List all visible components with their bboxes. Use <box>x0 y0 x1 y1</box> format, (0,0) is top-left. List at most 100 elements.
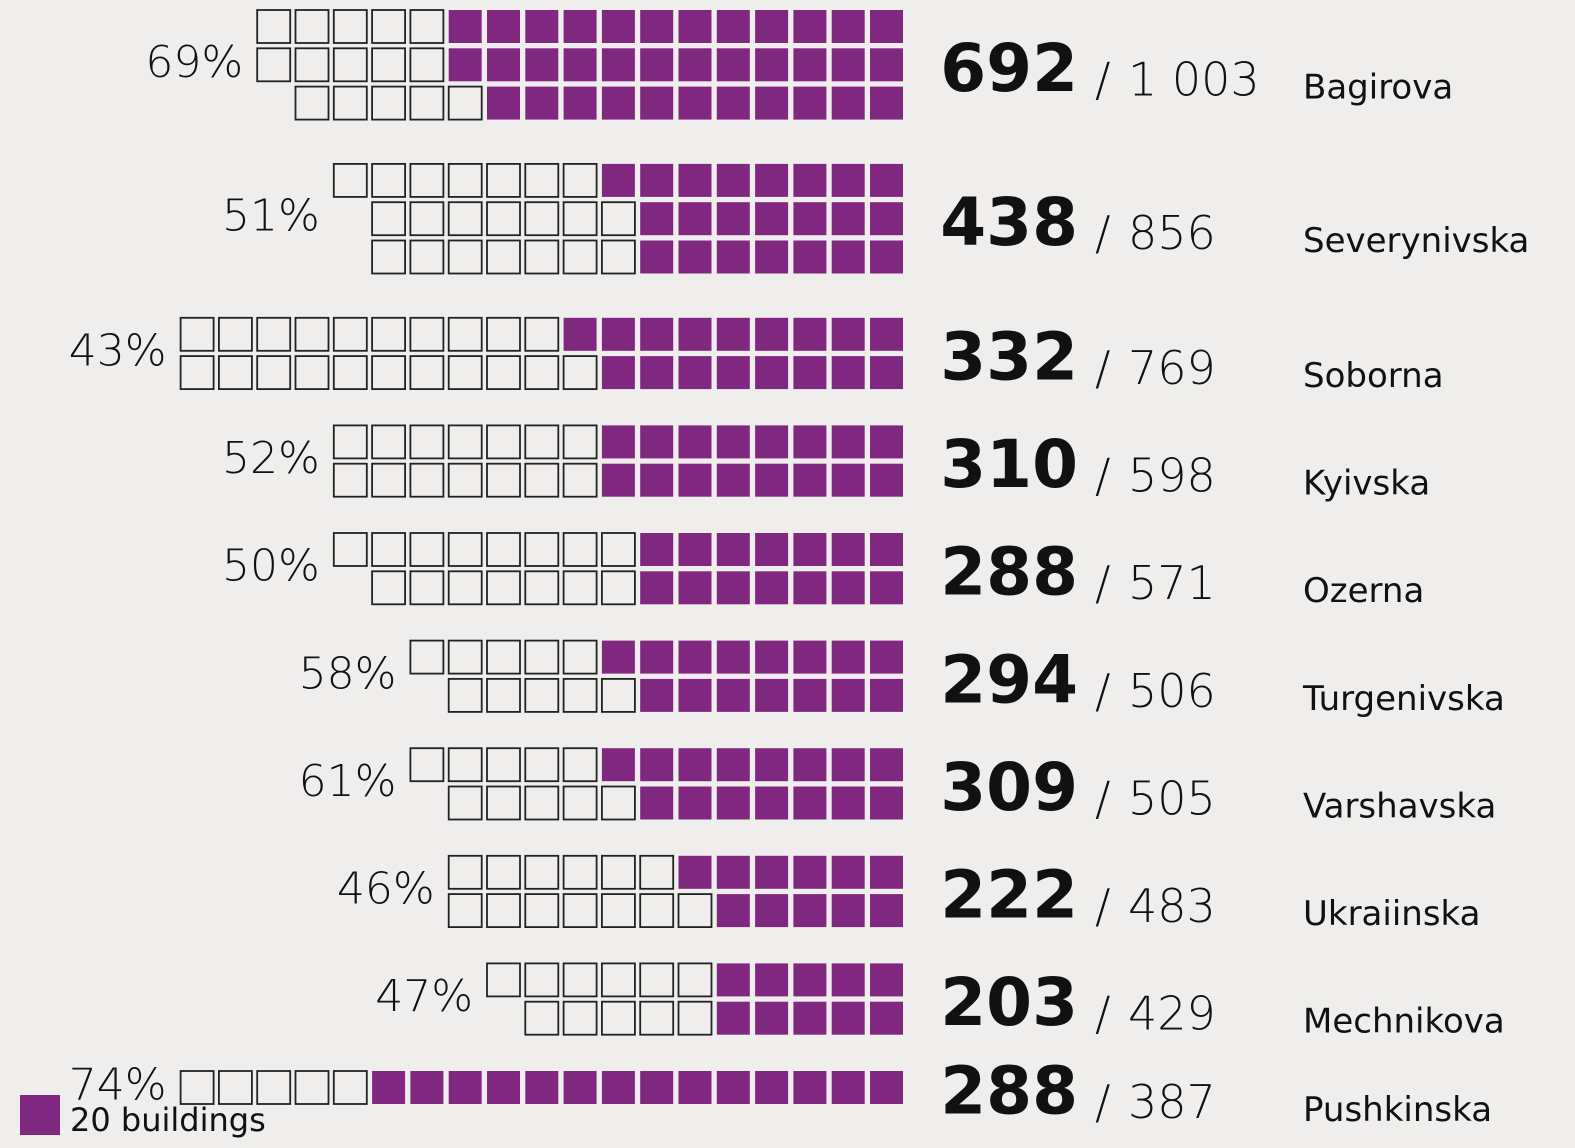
filled-square <box>716 48 750 82</box>
empty-square <box>447 532 483 567</box>
empty-square <box>409 424 445 460</box>
percent-label: 74% <box>69 1060 167 1111</box>
empty-square <box>447 85 483 121</box>
filled-square <box>487 48 520 82</box>
empty-square <box>601 893 636 928</box>
empty-square <box>601 785 636 821</box>
empty-square <box>486 316 521 352</box>
filled-square <box>793 533 827 566</box>
filled-square <box>601 86 635 120</box>
filled-square <box>716 356 750 390</box>
filled-square <box>487 10 520 43</box>
filled-square <box>870 855 903 889</box>
empty-square <box>409 639 445 675</box>
empty-square <box>332 424 368 460</box>
empty-square <box>409 532 445 567</box>
empty-square <box>447 239 483 275</box>
filled-square <box>793 317 827 351</box>
filled-square <box>870 463 903 497</box>
filled-square <box>831 533 865 566</box>
filled-square <box>870 963 903 997</box>
filled-square <box>640 786 674 820</box>
filled-square <box>793 163 827 197</box>
total-label: 598 <box>1128 449 1216 503</box>
total-label: 1 003 <box>1128 52 1260 106</box>
empty-square <box>601 570 636 606</box>
empty-square <box>486 639 521 675</box>
row-name: Pushkinska <box>1303 1090 1492 1130</box>
filled-square <box>716 240 750 274</box>
filled-square <box>755 786 789 820</box>
value-label: 692 <box>940 30 1078 107</box>
filled-square <box>678 202 712 236</box>
filled-square <box>716 786 750 820</box>
filled-square <box>755 10 789 43</box>
filled-square <box>640 640 674 674</box>
empty-square <box>524 747 560 783</box>
filled-square <box>755 571 789 605</box>
filled-square <box>870 678 903 712</box>
filled-square <box>831 10 865 43</box>
empty-square <box>639 962 675 998</box>
empty-square <box>409 47 445 83</box>
filled-square <box>870 894 903 928</box>
filled-square <box>640 48 674 82</box>
filled-square <box>870 163 903 197</box>
filled-square <box>601 10 635 43</box>
empty-square <box>409 747 445 783</box>
empty-square <box>562 893 598 928</box>
empty-square <box>562 785 598 821</box>
filled-square <box>831 786 865 820</box>
total-label: 769 <box>1128 341 1216 395</box>
empty-square <box>524 570 560 606</box>
empty-square <box>524 1000 560 1036</box>
percent-label: 61% <box>299 756 397 807</box>
empty-square <box>371 424 407 460</box>
filled-square <box>793 640 827 674</box>
filled-square <box>640 748 674 782</box>
filled-square <box>640 571 674 605</box>
filled-square <box>831 463 865 497</box>
filled-square <box>870 1001 903 1035</box>
empty-square <box>179 1070 215 1105</box>
filled-square <box>870 10 903 43</box>
filled-square <box>755 748 789 782</box>
filled-square <box>563 10 597 43</box>
filled-square <box>716 86 750 120</box>
filled-square <box>487 1071 520 1104</box>
empty-square <box>562 162 598 198</box>
filled-square <box>755 163 789 197</box>
empty-square <box>447 316 483 352</box>
empty-square <box>371 47 407 83</box>
filled-square <box>793 571 827 605</box>
empty-square <box>294 1070 330 1105</box>
filled-square <box>678 463 712 497</box>
filled-square <box>716 748 750 782</box>
empty-square <box>486 747 521 783</box>
empty-square <box>294 9 330 44</box>
empty-square <box>371 570 407 606</box>
filled-square <box>640 533 674 566</box>
filled-square <box>601 163 635 197</box>
empty-square <box>486 893 521 928</box>
filled-square <box>793 786 827 820</box>
filled-square <box>678 10 712 43</box>
filled-square <box>716 463 750 497</box>
filled-square <box>793 463 827 497</box>
filled-square <box>678 356 712 390</box>
empty-square <box>256 355 292 391</box>
percent-label: 69% <box>145 37 243 88</box>
filled-square <box>831 748 865 782</box>
empty-square <box>486 532 521 567</box>
empty-square <box>639 1000 675 1036</box>
filled-square <box>601 356 635 390</box>
filled-square <box>870 533 903 566</box>
value-label: 288 <box>940 1053 1078 1130</box>
filled-square <box>601 1071 635 1104</box>
empty-square <box>562 462 598 498</box>
filled-square <box>793 963 827 997</box>
empty-square <box>371 9 407 44</box>
empty-square <box>562 570 598 606</box>
filled-square <box>448 1071 482 1104</box>
separator: / <box>1095 52 1111 106</box>
